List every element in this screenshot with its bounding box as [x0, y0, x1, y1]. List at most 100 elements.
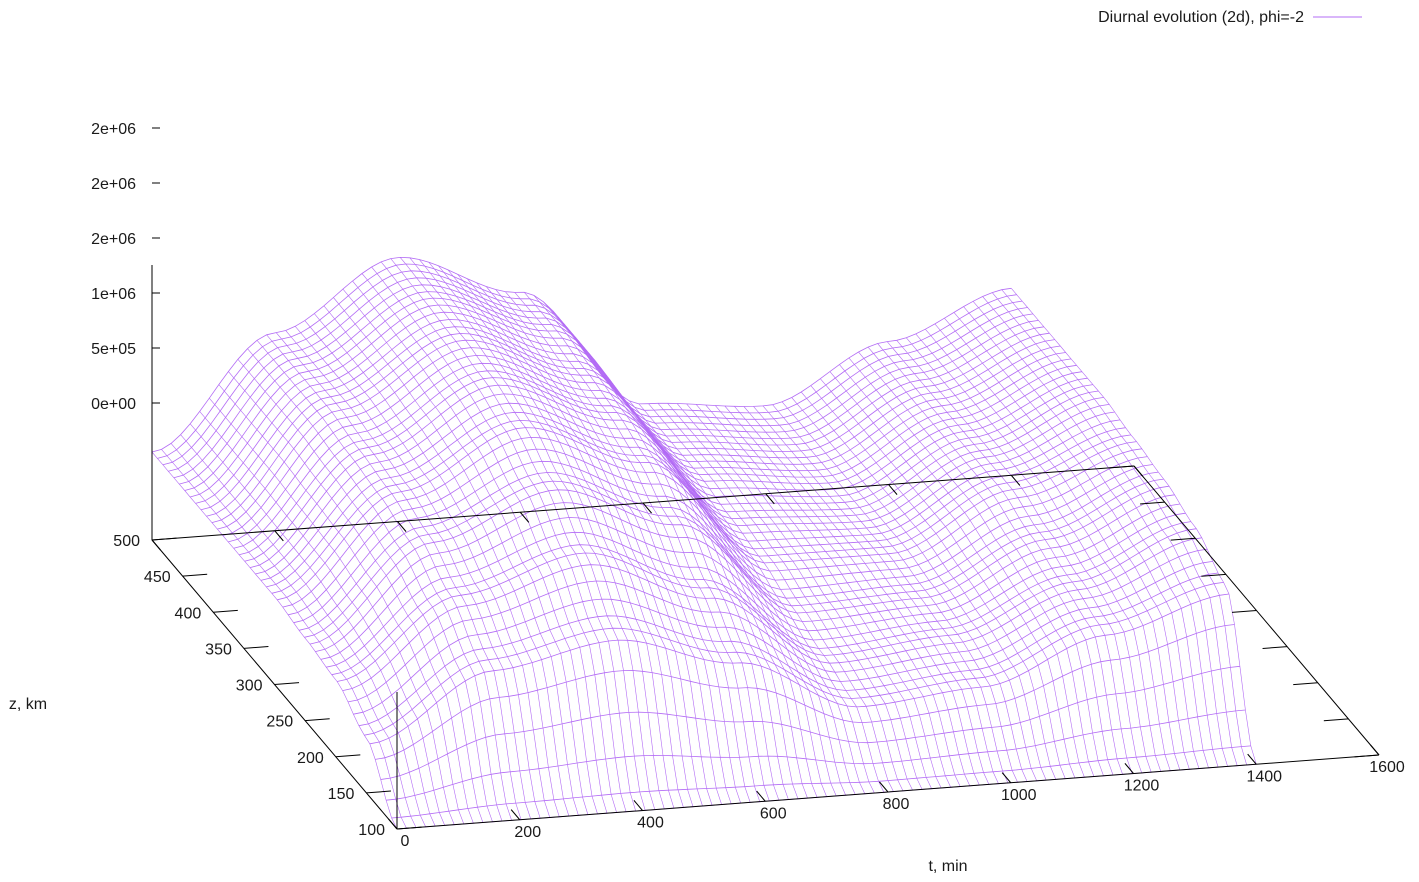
surface-line-t — [676, 403, 923, 790]
x-tick-mark — [388, 818, 398, 830]
y-tick-mark — [243, 646, 269, 649]
surface-line-t — [256, 340, 503, 822]
surface-line-t — [466, 278, 713, 806]
z-tick-label: 5e+05 — [91, 341, 136, 358]
x-axis-label: t, min — [928, 858, 967, 875]
surface-line-t — [294, 326, 541, 819]
surface-line-t — [457, 274, 703, 807]
surface-line-t — [638, 403, 885, 793]
y-tick-label: 250 — [266, 714, 293, 731]
y-tick-mark — [1262, 646, 1288, 649]
surface-line-t — [447, 269, 694, 807]
surface-line-t — [724, 405, 971, 786]
surface-line-t — [619, 394, 866, 794]
surface-line-t — [189, 423, 436, 827]
surface-line-t — [495, 289, 741, 804]
surface-line-t — [953, 312, 1200, 769]
y-tick-mark — [1140, 501, 1165, 505]
y-tick-mark — [366, 790, 391, 794]
y-tick-mark — [182, 573, 208, 577]
surface-line-t — [304, 320, 551, 818]
z-tick-label: 2e+06 — [91, 176, 136, 193]
surface-line-z — [380, 665, 1240, 780]
surface-line-t — [342, 288, 589, 815]
y-tick-mark — [151, 537, 177, 541]
z-tick-label: 2e+06 — [91, 121, 136, 138]
legend-label: Diurnal evolution (2d), phi=-2 — [1098, 9, 1304, 26]
y-axis-label: z, km — [9, 696, 47, 713]
surface-line-t — [323, 305, 570, 817]
y-tick-label: 450 — [144, 569, 171, 586]
y-tick-mark — [1323, 718, 1349, 722]
z-tick-label: 0e+00 — [91, 396, 136, 413]
x-tick-mark — [756, 790, 766, 802]
surface-line-t — [925, 329, 1171, 771]
surface-line-t — [915, 333, 1162, 772]
surface-line-t — [829, 371, 1076, 779]
y-tick-mark — [305, 718, 330, 722]
surface-line-t — [858, 351, 1104, 776]
x-tick-label: 400 — [637, 815, 664, 832]
x-tick-mark — [397, 521, 407, 532]
surface-line-t — [571, 334, 818, 798]
surface-line-z — [189, 304, 1050, 498]
surface-line-t — [800, 391, 1047, 781]
x-tick-mark — [888, 484, 898, 495]
x-tick-label: 800 — [883, 796, 910, 813]
x-tick-mark — [1010, 474, 1021, 486]
surface-line-t — [820, 378, 1066, 779]
surface-line-t — [982, 296, 1228, 767]
x-tick-mark — [879, 781, 889, 793]
surface-line-z — [277, 427, 1137, 601]
x-tick-mark — [765, 493, 775, 505]
surface-line-t — [695, 404, 942, 789]
x-tick-mark — [633, 800, 643, 811]
surface-line-t — [209, 398, 455, 825]
surface-line-t — [361, 273, 608, 814]
x-tick-label: 1400 — [1246, 768, 1282, 785]
y-tick-label: 100 — [358, 822, 385, 839]
x-tick-mark — [1001, 772, 1012, 784]
surface-line-t — [228, 371, 474, 824]
surface-line-t — [753, 406, 999, 784]
x-tick-mark — [519, 511, 530, 523]
surface-line-t — [648, 403, 894, 792]
surface-line-t — [743, 406, 990, 785]
surface-line-t — [734, 406, 980, 786]
surface-line-z — [326, 512, 1186, 668]
surface-line-t — [151, 451, 398, 830]
x-tick-mark — [1247, 753, 1257, 765]
surface-line-t — [476, 282, 722, 805]
y-tick-label: 300 — [236, 678, 263, 695]
surface-line-t — [524, 292, 770, 801]
surface-line-z — [217, 339, 1077, 530]
surface-line-t — [275, 332, 522, 820]
surface-line-t — [848, 357, 1095, 777]
surface-line-t — [629, 400, 875, 794]
surface-line-t — [180, 434, 426, 827]
y-tick-mark — [1293, 682, 1318, 686]
surface-line-t — [1001, 289, 1247, 766]
surface-line-t — [867, 346, 1114, 776]
surface-line-t — [266, 334, 512, 821]
y-tick-mark — [1109, 465, 1135, 469]
x-tick-mark — [1124, 763, 1134, 774]
surface-line-t — [877, 343, 1123, 775]
surface-line-t — [686, 403, 932, 789]
surface-line-t — [762, 405, 1009, 784]
surface-line-t — [810, 385, 1057, 780]
surface-line-t — [715, 405, 961, 787]
y-tick-mark — [1201, 573, 1226, 577]
surface-line-t — [285, 330, 531, 819]
y-tick-mark — [335, 754, 361, 758]
surface-line-t — [590, 361, 837, 797]
y-tick-mark — [1231, 610, 1257, 613]
surface-line-t — [485, 286, 732, 804]
axes — [151, 265, 1380, 830]
surface-line-t — [543, 301, 789, 800]
surface-line-t — [772, 404, 1018, 783]
surface-line-t — [314, 313, 560, 817]
surface-line-t — [380, 261, 627, 812]
surface-line-t — [839, 364, 1085, 778]
x-tick-label: 0 — [401, 833, 410, 850]
